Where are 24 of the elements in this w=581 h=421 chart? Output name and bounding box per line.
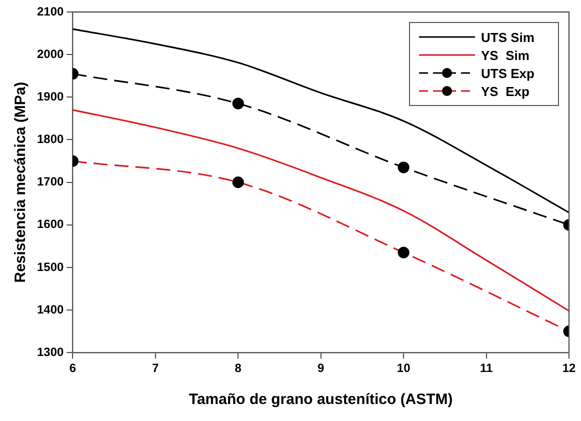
y-tick-label: 2100 [36, 4, 64, 18]
y-tick-label: 1800 [36, 132, 64, 146]
legend-label: UTS Sim [481, 30, 534, 44]
y-axis-title: Resistencia mecánica (MPa) [12, 82, 30, 283]
line-series [72, 28, 569, 214]
legend-label: YS Exp [481, 84, 530, 98]
x-axis-title: Tamaño de grano austenítico (ASTM) [188, 391, 453, 408]
y-tick-label: 1900 [36, 89, 64, 104]
x-tick-label: 10 [396, 361, 411, 376]
y-tick-label: 2000 [36, 46, 64, 61]
y-tick-label: 1300 [36, 344, 64, 359]
x-tick-label: 7 [152, 361, 160, 376]
y-tick-label: 1500 [36, 260, 64, 274]
legend-label: YS Sim [481, 48, 530, 62]
y-tick-label: 1700 [36, 174, 64, 189]
y-tick-label: 1600 [36, 217, 64, 232]
x-tick-label: 9 [318, 361, 325, 376]
x-tick-label: 12 [562, 361, 576, 376]
x-tick-label: 11 [480, 361, 493, 376]
x-tick-label: 8 [234, 361, 242, 376]
line-series [72, 109, 569, 312]
legend-label: UTS Exp [481, 66, 534, 80]
x-tick-label: 6 [69, 361, 76, 376]
y-tick-label: 1400 [36, 302, 64, 316]
